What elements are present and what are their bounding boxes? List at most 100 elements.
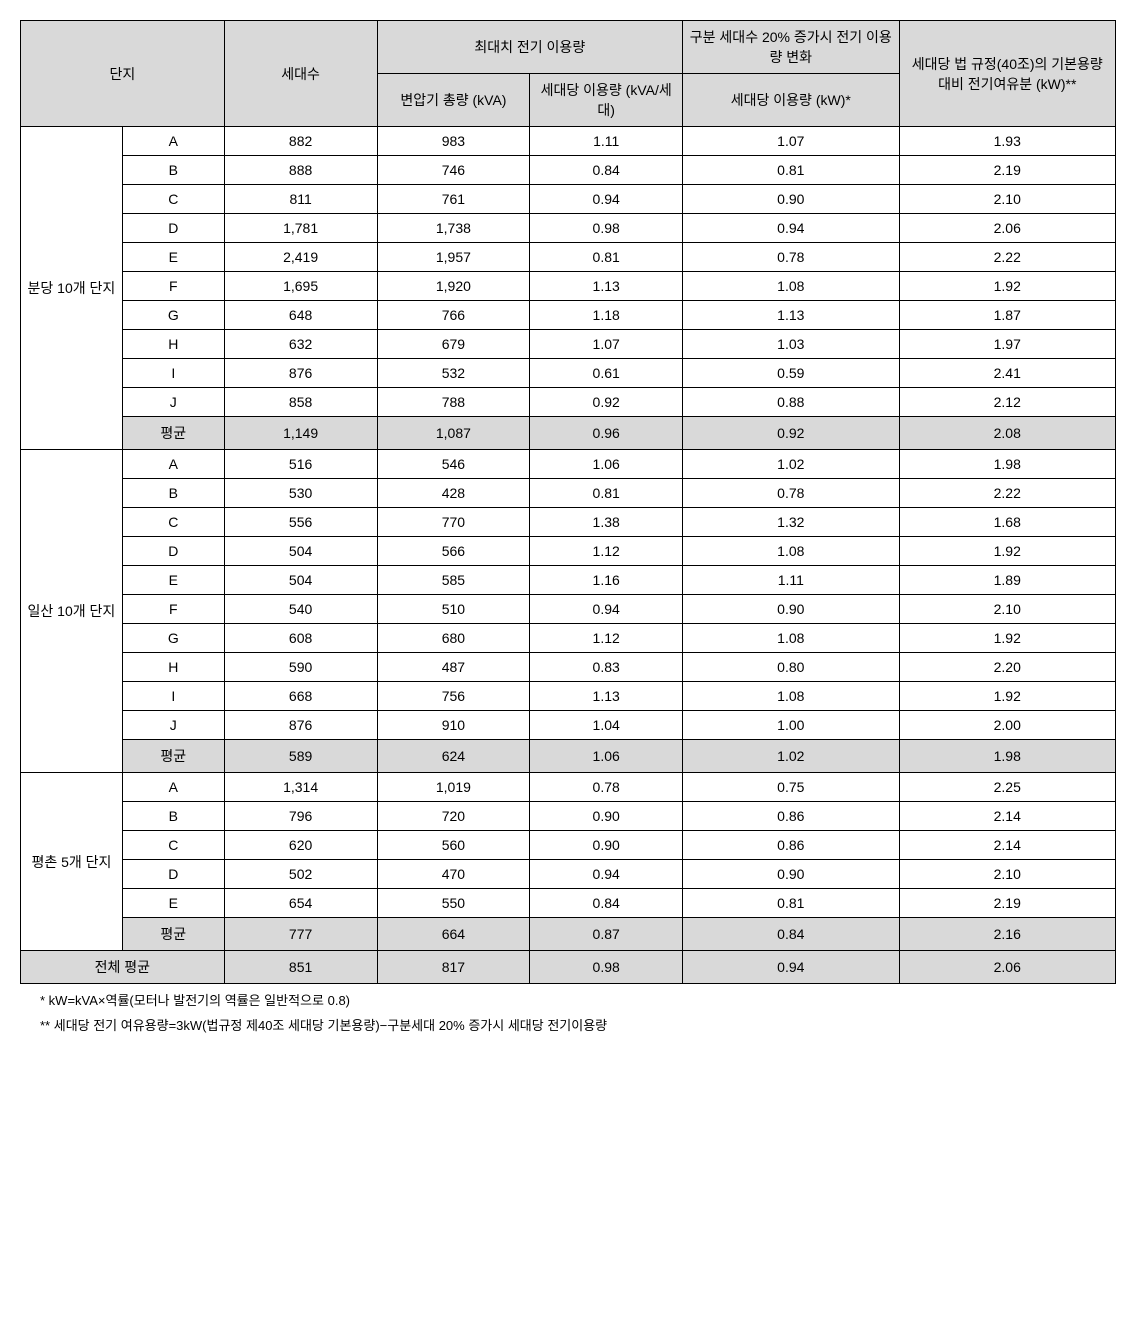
cell: 487 [377,653,530,682]
cell: 0.84 [530,889,683,918]
cell: 0.86 [683,831,899,860]
cell: 0.86 [683,802,899,831]
avg-cell: 0.92 [683,417,899,450]
cell: 540 [224,595,377,624]
cell: E [122,566,224,595]
cell: 1,019 [377,773,530,802]
cell: 1.11 [683,566,899,595]
cell: 0.83 [530,653,683,682]
cell: J [122,711,224,740]
cell: I [122,682,224,711]
avg-cell: 589 [224,740,377,773]
cell: 679 [377,330,530,359]
table-row: H5904870.830.802.20 [21,653,1116,682]
cell: 770 [377,508,530,537]
total-cell: 0.98 [530,951,683,984]
cell: A [122,127,224,156]
table-row: 일산 10개 단지A5165461.061.021.98 [21,450,1116,479]
cell: 1.07 [530,330,683,359]
total-cell: 851 [224,951,377,984]
avg-row: 평균7776640.870.842.16 [21,918,1116,951]
cell: 1.92 [899,682,1115,711]
cell: 550 [377,889,530,918]
cell: D [122,214,224,243]
cell: 888 [224,156,377,185]
cell: 668 [224,682,377,711]
cell: 1,781 [224,214,377,243]
cell: 0.94 [530,860,683,889]
cell: 648 [224,301,377,330]
cell: 1.08 [683,624,899,653]
cell: F [122,595,224,624]
cell: H [122,653,224,682]
cell: 0.75 [683,773,899,802]
cell: 858 [224,388,377,417]
cell: 2.00 [899,711,1115,740]
cell: 0.78 [683,479,899,508]
cell: 2.10 [899,595,1115,624]
col-per: 세대당 이용량 (kVA/세대) [530,74,683,127]
cell: 2.19 [899,889,1115,918]
cell: 1.08 [683,682,899,711]
cell: 0.81 [683,889,899,918]
cell: 1.68 [899,508,1115,537]
cell: H [122,330,224,359]
cell: 796 [224,802,377,831]
footnote-2: ** 세대당 전기 여유용량=3kW(법규정 제40조 세대당 기본용량)−구분… [20,1015,1116,1034]
cell: 1.92 [899,624,1115,653]
table-row: B8887460.840.812.19 [21,156,1116,185]
col-complex: 단지 [21,21,225,127]
cell: 1.08 [683,537,899,566]
avg-row: 평균5896241.061.021.98 [21,740,1116,773]
cell: 0.90 [683,595,899,624]
cell: 1.12 [530,624,683,653]
table-row: D1,7811,7380.980.942.06 [21,214,1116,243]
cell: 0.81 [530,243,683,272]
cell: 2.10 [899,185,1115,214]
cell: 766 [377,301,530,330]
avg-cell: 평균 [122,918,224,951]
cell: 2.14 [899,831,1115,860]
cell: 1.04 [530,711,683,740]
cell: 0.59 [683,359,899,388]
avg-row: 평균1,1491,0870.960.922.08 [21,417,1116,450]
cell: C [122,831,224,860]
cell: 1,314 [224,773,377,802]
cell: D [122,537,224,566]
cell: 1.89 [899,566,1115,595]
table-row: I8765320.610.592.41 [21,359,1116,388]
cell: E [122,889,224,918]
avg-cell: 0.84 [683,918,899,951]
cell: F [122,272,224,301]
cell: 1.87 [899,301,1115,330]
table-row: 분당 10개 단지A8829831.111.071.93 [21,127,1116,156]
cell: 1.08 [683,272,899,301]
avg-cell: 평균 [122,740,224,773]
cell: 428 [377,479,530,508]
table-row: E6545500.840.812.19 [21,889,1116,918]
cell: 0.90 [530,802,683,831]
cell: 560 [377,831,530,860]
cell: 2.41 [899,359,1115,388]
table-row: B5304280.810.782.22 [21,479,1116,508]
table-row: G6487661.181.131.87 [21,301,1116,330]
group-label: 분당 10개 단지 [21,127,123,450]
cell: 1.11 [530,127,683,156]
cell: 1.00 [683,711,899,740]
table-row: J8587880.920.882.12 [21,388,1116,417]
cell: 1.32 [683,508,899,537]
avg-cell: 1.02 [683,740,899,773]
cell: 1.02 [683,450,899,479]
cell: 1.92 [899,272,1115,301]
cell: 720 [377,802,530,831]
cell: D [122,860,224,889]
cell: 876 [224,711,377,740]
table-row: 평촌 5개 단지A1,3141,0190.780.752.25 [21,773,1116,802]
total-row: 전체 평균8518170.980.942.06 [21,951,1116,984]
cell: 1.98 [899,450,1115,479]
cell: 0.92 [530,388,683,417]
group-label: 평촌 5개 단지 [21,773,123,951]
group-label: 일산 10개 단지 [21,450,123,773]
cell: 2.06 [899,214,1115,243]
avg-cell: 0.96 [530,417,683,450]
